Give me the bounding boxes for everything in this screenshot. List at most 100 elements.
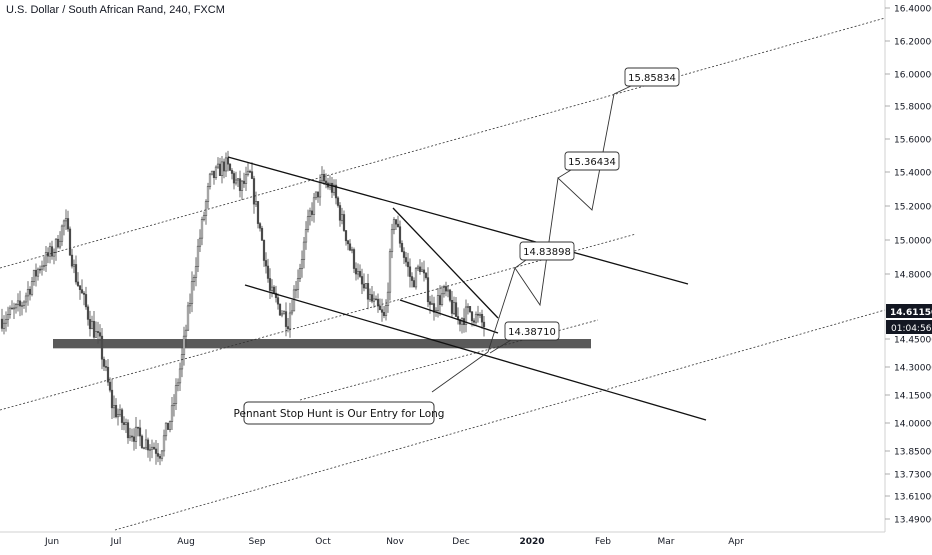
candle-body <box>176 382 180 386</box>
price-tick-label: 14.15000 <box>894 392 932 402</box>
candle-body <box>80 289 84 294</box>
candle-body <box>338 205 342 221</box>
candle-body <box>422 269 426 274</box>
candle-body <box>356 271 360 275</box>
candle-body <box>168 421 172 430</box>
target-3-callout-label: 15.36434 <box>568 157 616 168</box>
candle-body <box>294 289 298 291</box>
candle-body <box>136 426 140 429</box>
candle-body <box>188 303 192 307</box>
target-1-callout-pointer <box>489 339 512 354</box>
candle-body <box>222 161 226 172</box>
candle-body <box>38 268 42 271</box>
candle-body <box>290 310 294 314</box>
candle-body <box>162 435 166 452</box>
candle-body <box>254 201 258 205</box>
candle-body <box>418 266 422 272</box>
candle-body <box>106 366 110 383</box>
candle-body <box>214 166 218 179</box>
candle-body <box>296 278 300 290</box>
price-tick-label: 14.80000 <box>894 271 932 281</box>
chart-title: U.S. Dollar / South African Rand, 240, F… <box>6 4 225 16</box>
candle-body <box>284 311 288 327</box>
downtrend-lower-line <box>244 284 707 421</box>
candle-body <box>8 307 12 315</box>
candle-body <box>344 230 348 242</box>
countdown-label: 01:04:56 <box>891 324 932 334</box>
candle-body <box>470 311 474 322</box>
candle-body <box>72 264 76 267</box>
candle-body <box>404 257 408 263</box>
candle-body <box>174 385 178 404</box>
candle-body <box>288 312 292 330</box>
candle-body <box>224 157 228 172</box>
candle-body <box>268 278 272 291</box>
candle-body <box>82 292 86 295</box>
candle-body <box>70 254 74 267</box>
candle-body <box>0 318 4 329</box>
price-tick-label: 16.40000 <box>894 5 932 15</box>
candle-body <box>466 306 470 308</box>
candle-body <box>164 422 168 437</box>
entry-note-label: Pennant Stop Hunt is Our Entry for Long <box>234 408 445 420</box>
candle-body <box>32 269 36 282</box>
candle-body <box>360 276 364 285</box>
price-tick-label: 15.20000 <box>894 203 932 213</box>
candle-body <box>150 446 154 450</box>
candle-body <box>22 301 26 306</box>
candle-body <box>204 201 208 216</box>
candle-body <box>334 184 338 199</box>
note-pointer <box>431 351 489 393</box>
candle-body <box>126 422 130 439</box>
candle-body <box>16 300 20 305</box>
candle-body <box>286 326 290 330</box>
target-3-callout-box <box>564 151 620 171</box>
price-tick-label: 13.85000 <box>894 448 932 458</box>
candle-body <box>292 289 296 312</box>
candle-body <box>306 216 310 230</box>
candle-body <box>172 403 176 407</box>
candle-body <box>56 238 60 248</box>
current-price-tag <box>886 304 932 318</box>
candle-body <box>182 335 186 355</box>
candle-body <box>104 366 108 368</box>
candle-body <box>116 414 120 418</box>
candle-body <box>282 311 286 315</box>
candle-body <box>28 288 32 295</box>
candle-body <box>358 271 362 277</box>
candle-body <box>412 280 416 288</box>
time-tick-label: Mar <box>658 537 675 547</box>
channel-lower-dashed <box>114 309 886 531</box>
candle-body <box>400 242 404 252</box>
candle-body <box>148 448 152 451</box>
candle-body <box>142 447 146 450</box>
candle-body <box>266 265 270 279</box>
price-tick-label: 16.00000 <box>894 71 932 81</box>
time-tick-label: Aug <box>177 537 195 547</box>
candle-body <box>314 191 318 199</box>
candle-body <box>454 302 458 317</box>
candle-body <box>42 265 46 267</box>
candle-body <box>478 314 482 316</box>
candle-body <box>232 173 236 184</box>
candle-body <box>316 191 320 198</box>
candle-body <box>146 439 150 451</box>
candle-body <box>332 184 336 193</box>
candle-body <box>154 448 158 454</box>
candle-body <box>426 277 430 303</box>
candle-body <box>102 358 106 367</box>
channel-upper-dashed <box>0 17 886 269</box>
candle-body <box>242 180 246 184</box>
candle-body <box>44 252 48 266</box>
candle-body <box>378 305 382 311</box>
candle-body <box>392 219 396 231</box>
candle-body <box>364 283 368 289</box>
candle-body <box>324 180 328 184</box>
candle-body <box>416 266 420 269</box>
candle-body <box>264 260 268 267</box>
candle-body <box>472 320 476 323</box>
price-tick-label: 13.49000 <box>894 516 932 526</box>
candle-body <box>74 264 78 283</box>
